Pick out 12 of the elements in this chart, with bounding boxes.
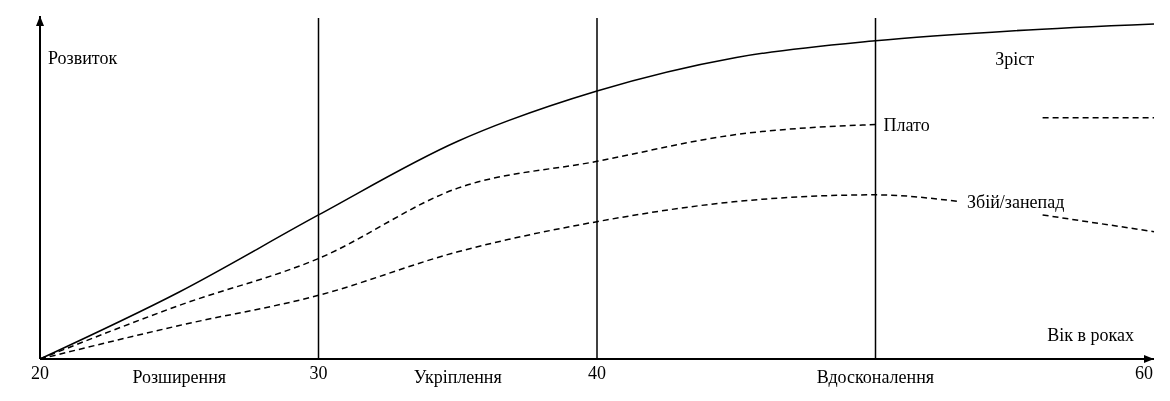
text: Розширення [132, 367, 227, 387]
x-tick-label: 60 [1135, 363, 1153, 383]
x-tick-label: 20 [31, 363, 49, 383]
series-label: Збій/занепад [967, 191, 1065, 212]
series-label: Плато [883, 114, 930, 135]
y-axis-title: Розвиток [48, 48, 118, 68]
x-tick-label: 40 [588, 363, 606, 383]
series-label: Зріст [995, 48, 1035, 69]
x-axis-title: Вік в роках [1047, 325, 1134, 345]
x-tick-label: 30 [309, 363, 328, 383]
text: Укріплення [413, 367, 502, 387]
text: Вдосконалення [816, 367, 935, 387]
